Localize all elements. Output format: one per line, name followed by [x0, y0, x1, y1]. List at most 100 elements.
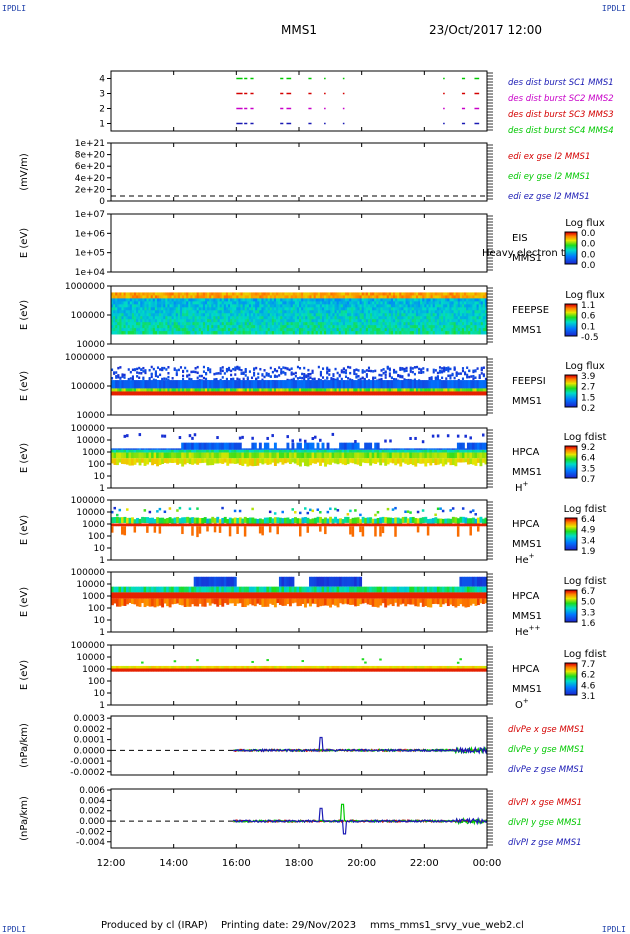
heatmap-cell	[273, 388, 277, 392]
heatmap-cell	[382, 322, 386, 326]
heatmap-cell	[173, 292, 177, 296]
heatmap-cell	[424, 301, 427, 305]
heatmap-cell	[244, 331, 248, 335]
heatmap-cell	[399, 310, 402, 314]
heatmap-cell	[336, 523, 340, 527]
heatmap-cell	[395, 325, 398, 329]
heatmap-cell	[395, 301, 398, 305]
heatmap-cell	[401, 380, 404, 389]
heatmap-cell	[116, 452, 119, 459]
heatmap-cell	[319, 380, 323, 389]
heatmap-cell	[311, 509, 315, 513]
heatmap-cell	[474, 449, 478, 453]
heatmap-cell	[449, 458, 453, 466]
heatmap-cell	[299, 298, 302, 302]
heatmap-cell	[396, 458, 400, 464]
heatmap-cell	[266, 523, 270, 527]
heatmap-cell	[221, 295, 225, 299]
heatmap-cell	[152, 307, 156, 311]
heatmap-cell	[328, 298, 331, 302]
colorbar-title: Log flux	[565, 218, 605, 229]
heatmap-cell	[470, 307, 473, 311]
heatmap-cell	[140, 292, 143, 296]
colorbar-tick-label: 3.9	[581, 372, 596, 382]
heatmap-cell	[330, 378, 333, 382]
heatmap-cell	[403, 388, 406, 392]
heatmap-cell	[334, 298, 337, 302]
heatmap-cell	[257, 376, 260, 379]
heatmap-cell	[236, 331, 239, 335]
heatmap-cell	[163, 366, 166, 370]
heatmap-cell	[349, 304, 352, 308]
heatmap-cell	[424, 449, 428, 453]
heatmap-cell	[317, 325, 321, 329]
heatmap-cell	[313, 307, 317, 311]
heatmap-cell	[480, 391, 484, 396]
heatmap-cell	[359, 391, 363, 396]
heatmap-cell	[397, 304, 400, 308]
heatmap-cell	[284, 298, 287, 302]
heatmap-cell	[381, 452, 385, 459]
heatmap-cell	[218, 526, 222, 533]
heatmap-cell	[324, 319, 327, 323]
heatmap-cell	[397, 331, 400, 335]
heatmap-cell	[309, 372, 312, 376]
heatmap-cell	[278, 292, 281, 296]
heatmap-cell	[140, 325, 143, 329]
heatmap-cell	[468, 319, 471, 323]
heatmap-cell	[309, 380, 312, 389]
heatmap-cell	[411, 319, 415, 323]
heatmap-cell	[292, 319, 296, 323]
heatmap-cell	[146, 325, 149, 329]
heatmap-cell	[472, 328, 475, 332]
heatmap-cell	[466, 301, 469, 305]
heatmap-cell	[326, 325, 329, 329]
heatmap-cell	[420, 301, 423, 305]
heatmap-cell	[234, 307, 237, 311]
heatmap-cell	[255, 380, 258, 389]
heatmap-cell	[121, 517, 124, 524]
heatmap-cell	[284, 316, 287, 320]
heatmap-cell	[389, 439, 392, 443]
heatmap-cell	[474, 369, 477, 372]
heatmap-cell	[177, 316, 181, 320]
heatmap-cell	[334, 507, 337, 511]
heatmap-cell	[363, 380, 367, 389]
heatmap-cell	[403, 378, 406, 381]
heatmap-cell	[472, 298, 475, 302]
heatmap-cell	[365, 319, 369, 323]
heatmap-cell	[136, 458, 139, 463]
plot-datetime: 23/Oct/2017 12:00	[429, 23, 543, 37]
heatmap-cell	[364, 442, 368, 450]
heatmap-cell	[244, 301, 248, 305]
colorbar-band	[565, 332, 577, 334]
overlay-text: Heavy electron to	[482, 248, 571, 259]
heatmap-cell	[340, 391, 344, 396]
heatmap-cell	[276, 517, 280, 524]
heatmap-cell	[466, 328, 469, 332]
heatmap-cell	[269, 313, 273, 317]
heatmap-cell	[409, 301, 413, 305]
heatmap-cell	[178, 523, 182, 527]
heatmap-cell	[449, 380, 452, 389]
heatmap-cell	[151, 517, 155, 524]
y-axis-label: E (eV)	[19, 515, 30, 545]
heatmap-cell	[405, 304, 409, 308]
heatmap-cell	[215, 322, 218, 326]
heatmap-cell	[305, 374, 308, 377]
heatmap-cell	[301, 331, 304, 335]
heatmap-cell	[443, 304, 446, 308]
heatmap-cell	[188, 380, 191, 389]
colorbar-band	[565, 397, 577, 399]
colorbar-band	[565, 316, 577, 318]
heatmap-cell	[311, 458, 315, 464]
heatmap-cell	[271, 370, 274, 374]
heatmap-cell	[422, 319, 425, 323]
heatmap-cell	[290, 325, 294, 329]
heatmap-cell	[453, 298, 457, 302]
heatmap-cell	[292, 388, 296, 392]
heatmap-cell	[215, 301, 218, 305]
heatmap-cell	[441, 452, 445, 459]
heatmap-cell	[313, 380, 317, 389]
heatmap-cell	[263, 298, 266, 302]
